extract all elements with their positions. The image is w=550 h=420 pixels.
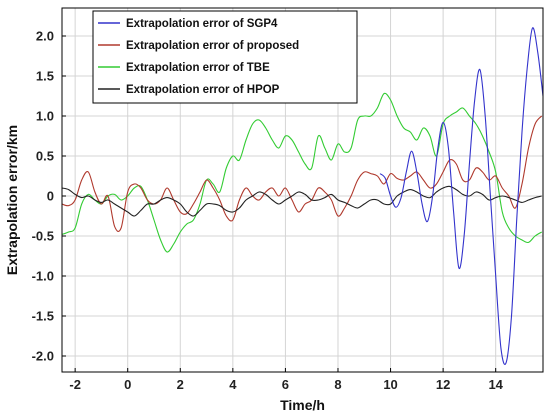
ticks: -2 0 2 4 6 8 10 12 14 -2.0 -1.5 -1.0 -0.5 0 0.5 1.0 1.5 2… [32,29,504,393]
y-tick-label: -0.5 [32,229,54,244]
y-tick-label: 1.5 [36,69,54,84]
y-tick-label: 0 [47,189,54,204]
x-axis-title: Time/h [280,397,325,413]
x-tick-label: 12 [436,377,450,392]
series-line-3 [61,185,542,217]
y-tick-label: 1.0 [36,109,54,124]
x-tick-label: 8 [334,377,341,392]
legend-label-1: Extrapolation error of proposed [126,40,299,52]
y-tick-label: -1.5 [32,309,54,324]
series-line-1 [61,115,543,232]
legend-label-0: Extrapolation error of SGP4 [126,18,278,30]
y-tick-label: -2.0 [32,349,54,364]
series-layer [61,27,544,365]
y-axis-title: Extrapolation error/km [4,125,20,275]
series-line-0 [379,27,544,365]
plot-frame [61,7,544,373]
y-tick-label: 0.5 [36,149,54,164]
x-tick-label: 0 [124,377,131,392]
legend-box [92,10,358,104]
x-tick-label: 4 [229,377,237,392]
legend-label-2: Extrapolation error of TBE [126,62,270,74]
x-tick-label: 14 [488,377,503,392]
legend: Extrapolation error of SGP4 Extrapolation… [92,10,358,104]
x-tick-label: -2 [69,377,81,392]
x-tick-label: 10 [383,377,397,392]
y-tick-label: 2.0 [36,29,54,44]
x-tick-label: 6 [282,377,289,392]
x-tick-label: 2 [177,377,184,392]
y-tick-label: -1.0 [32,269,54,284]
legend-label-3: Extrapolation error of HPOP [126,84,280,96]
series-line-2 [61,92,542,253]
